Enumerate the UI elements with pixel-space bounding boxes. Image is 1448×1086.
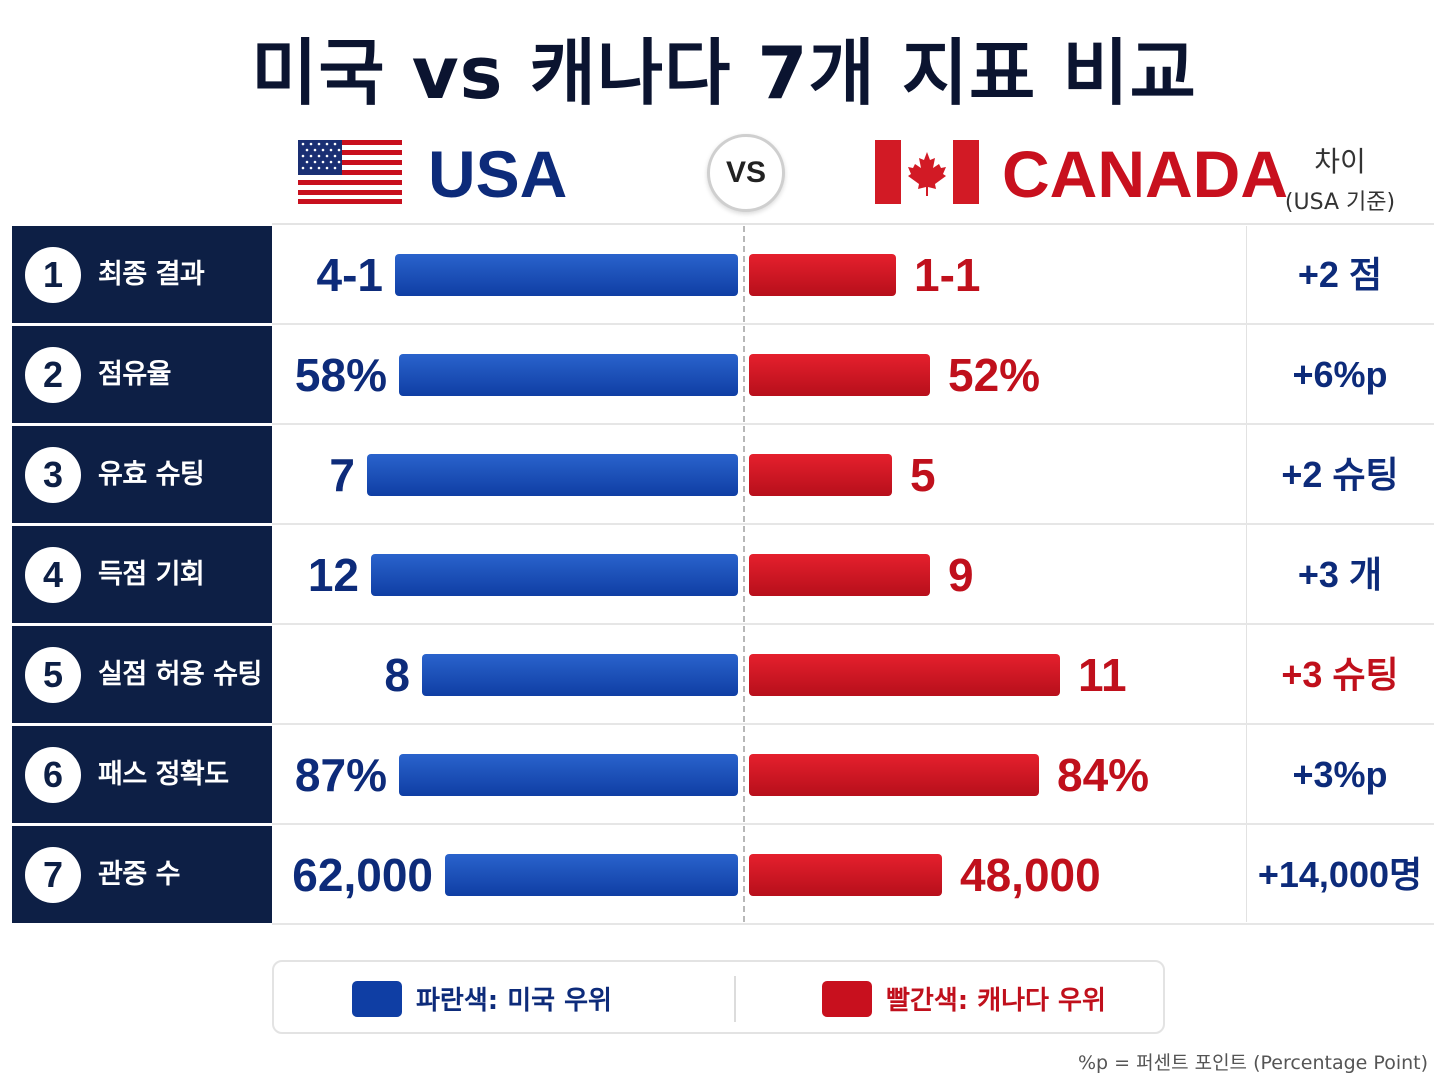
canada-bar (749, 853, 942, 896)
usa-bar (367, 453, 738, 496)
metric-row: 1 최종 결과 (12, 226, 1434, 325)
legend-blue-label: 파란색: 미국 우위 (416, 986, 612, 1016)
canada-value-label: 52% (948, 349, 1041, 401)
metric-number-badge: 2 (25, 347, 81, 403)
metric-label: 실점 허용 슈팅 (98, 659, 262, 690)
usa-flag-icon (298, 140, 402, 204)
metric-number-badge: 7 (25, 847, 81, 903)
metric-row: 5 실점 허용 슈팅 (12, 626, 1434, 725)
row-divider (272, 323, 1434, 325)
canada-value-label: 5 (910, 449, 936, 501)
metric-label: 득점 기회 (98, 559, 205, 590)
metric-number-badge: 5 (25, 647, 81, 703)
usa-column-title: USA (428, 137, 568, 211)
metric-number-badge: 1 (25, 247, 81, 303)
usa-bar (371, 553, 738, 596)
usa-bar (395, 253, 738, 296)
metric-number-badge: 6 (25, 747, 81, 803)
difference-value: +6%p (1292, 354, 1388, 395)
canada-bar (749, 353, 930, 396)
canada-bar (749, 553, 930, 596)
difference-title: 차이 (1314, 145, 1366, 178)
row-divider (272, 623, 1434, 625)
metric-number-badge: 4 (25, 547, 81, 603)
metric-label: 최종 결과 (98, 259, 205, 290)
metric-row: 7 관중 수 (12, 826, 1434, 925)
header-divider (272, 223, 1434, 225)
row-divider (272, 823, 1434, 825)
difference-value: +14,000명 (1257, 854, 1423, 895)
usa-bar (422, 653, 738, 696)
usa-value-label: 12 (307, 549, 359, 601)
canada-value-label: 9 (948, 549, 974, 601)
page-title: 미국 vs 캐나다 7개 지표 비교 (251, 31, 1197, 115)
canada-column-title: CANADA (1002, 137, 1288, 211)
metric-label: 유효 슈팅 (98, 459, 205, 490)
vs-badge: VS (707, 134, 785, 212)
row-divider (272, 723, 1434, 725)
difference-value: +2 점 (1297, 254, 1383, 295)
metric-label: 관중 수 (98, 859, 180, 890)
canada-bar (749, 253, 896, 296)
row-divider (272, 523, 1434, 525)
metric-label-cell: 3 유효 슈팅 (12, 426, 272, 523)
difference-subtitle: (USA 기준) (1284, 190, 1396, 215)
center-dashed-axis (743, 226, 745, 922)
metric-label: 패스 정확도 (98, 759, 229, 790)
metric-row: 2 점유율 (12, 326, 1434, 425)
difference-value: +3%p (1292, 754, 1388, 795)
canada-value-label: 48,000 (960, 849, 1101, 901)
metric-label-cell: 2 점유율 (12, 326, 272, 423)
metric-label-cell: 5 실점 허용 슈팅 (12, 626, 272, 723)
metric-label-cell: 4 득점 기회 (12, 526, 272, 623)
metric-row: 3 유효 슈팅 (12, 426, 1434, 525)
metric-row: 4 득점 기회 (12, 526, 1434, 625)
metric-row: 6 패스 정확도 (12, 726, 1434, 825)
row-divider (272, 923, 1434, 925)
canada-bar (749, 653, 1060, 696)
canada-value-label: 84% (1057, 749, 1150, 801)
difference-value: +3 슈팅 (1281, 654, 1399, 695)
difference-column-divider (1246, 226, 1247, 922)
metric-label-cell: 7 관중 수 (12, 826, 272, 923)
canada-flag-icon (875, 140, 979, 204)
metric-label: 점유율 (98, 359, 172, 390)
usa-value-label: 62,000 (292, 849, 433, 901)
usa-value-label: 7 (329, 449, 355, 501)
usa-bar (399, 753, 738, 796)
metric-label-cell: 1 최종 결과 (12, 226, 272, 323)
usa-value-label: 8 (384, 649, 410, 701)
usa-value-label: 58% (294, 349, 387, 401)
legend-divider (734, 976, 736, 1022)
metric-label-cell: 6 패스 정확도 (12, 726, 272, 823)
metric-number-badge: 3 (25, 447, 81, 503)
usa-bar (445, 853, 738, 896)
difference-column-header: 차이 (USA 기준) (1262, 140, 1418, 216)
usa-value-label: 87% (294, 749, 387, 801)
canada-bar (749, 753, 1039, 796)
row-divider (272, 423, 1434, 425)
canada-value-label: 11 (1078, 649, 1127, 701)
canada-bar (749, 453, 892, 496)
legend: 파란색: 미국 우위 빨간색: 캐나다 우위 (272, 960, 1165, 1034)
canada-value-label: 1-1 (914, 249, 981, 301)
usa-bar (399, 353, 738, 396)
footnote: %p = 퍼센트 포인트 (Percentage Point) (1078, 1052, 1428, 1074)
usa-value-label: 4-1 (316, 249, 383, 301)
difference-value: +2 슈팅 (1281, 454, 1399, 495)
difference-value: +3 개 (1297, 554, 1383, 595)
legend-red-swatch (822, 981, 872, 1017)
legend-blue-swatch (352, 981, 402, 1017)
legend-red-label: 빨간색: 캐나다 우위 (886, 986, 1106, 1016)
